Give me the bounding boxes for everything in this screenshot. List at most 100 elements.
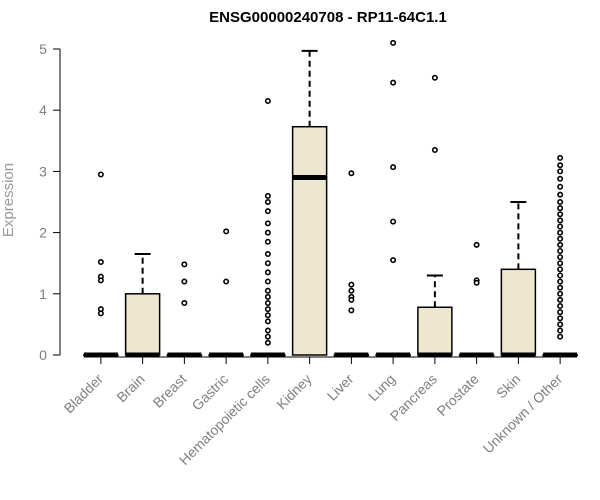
outlier-point — [557, 333, 564, 340]
outlier-point — [264, 251, 271, 258]
y-axis: 0 1 2 3 4 5 — [39, 41, 61, 363]
outlier-point — [557, 191, 564, 198]
y-tick-label: 3 — [39, 163, 47, 179]
outlier-point — [264, 98, 271, 105]
x-tick-label: Bladder — [61, 371, 107, 417]
outlier-point — [223, 278, 230, 285]
outlier-point — [557, 199, 564, 206]
outlier-point — [97, 171, 104, 178]
outlier-point — [181, 278, 188, 285]
box-brain — [124, 253, 161, 358]
x-tick-label: Brain — [113, 371, 147, 405]
outlier-point — [348, 307, 355, 314]
outlier-point — [557, 183, 564, 190]
outlier-point — [264, 333, 271, 340]
x-tick-label: Breast — [150, 371, 190, 411]
x-tick-label: Skin — [493, 371, 524, 402]
outlier-point — [557, 284, 564, 291]
outlier-point — [264, 192, 271, 199]
outlier-point — [557, 241, 564, 248]
outlier-point — [181, 261, 188, 268]
outlier-point — [264, 229, 271, 236]
outlier-point — [473, 241, 480, 248]
outlier-point — [264, 327, 271, 334]
outlier-point — [557, 260, 564, 267]
outlier-point — [557, 290, 564, 297]
y-tick-label: 1 — [39, 286, 47, 302]
outlier-point — [264, 278, 271, 285]
x-tick-label: Lung — [365, 371, 398, 404]
outlier-point — [223, 228, 230, 235]
outlier-point — [557, 315, 564, 322]
box-rect — [500, 268, 537, 356]
outlier-point — [557, 235, 564, 242]
outlier-point — [264, 269, 271, 276]
outlier-point — [557, 229, 564, 236]
x-tick-label: Kidney — [273, 371, 315, 413]
outlier-point — [473, 279, 480, 286]
outlier-point — [264, 299, 271, 306]
outlier-point — [431, 74, 438, 81]
outlier-point — [264, 306, 271, 313]
box-skin — [500, 201, 537, 358]
outlier-point — [181, 299, 188, 306]
box-rect — [291, 125, 328, 356]
box-unknown-other — [542, 154, 578, 358]
chart-title: ENSG00000240708 - RP11-64C1.1 — [209, 9, 447, 26]
outlier-point — [557, 162, 564, 169]
outlier-point — [264, 339, 271, 346]
outlier-point — [557, 278, 564, 285]
y-tick-label: 4 — [39, 102, 47, 118]
outlier-point — [348, 296, 355, 303]
box-rect — [417, 306, 453, 356]
box-hematopoietic-cells — [250, 98, 286, 358]
outlier-point — [390, 164, 397, 171]
box-lung — [375, 39, 411, 358]
outlier-point — [97, 258, 104, 265]
outlier-point — [348, 287, 355, 294]
outlier-point — [390, 79, 397, 86]
outlier-point — [557, 272, 564, 279]
box-prostate — [458, 241, 495, 358]
outlier-point — [557, 205, 564, 212]
box-bladder — [83, 171, 119, 358]
box-breast — [166, 261, 203, 358]
outlier-point — [557, 309, 564, 316]
y-tick-label: 5 — [39, 41, 47, 57]
y-axis-label: Expression — [0, 163, 17, 237]
outlier-point — [348, 281, 355, 288]
box-liver — [333, 170, 370, 358]
outlier-point — [264, 287, 271, 294]
outlier-point — [557, 254, 564, 261]
outlier-point — [264, 238, 271, 245]
outlier-point — [264, 312, 271, 319]
outlier-point — [264, 208, 271, 215]
outlier-point — [264, 199, 271, 206]
outlier-point — [557, 266, 564, 273]
outlier-point — [390, 257, 397, 264]
box-pancreas — [417, 74, 453, 358]
outlier-point — [264, 220, 271, 227]
outlier-point — [557, 223, 564, 230]
outlier-point — [97, 310, 104, 317]
outlier-point — [557, 211, 564, 218]
outlier-point — [431, 146, 438, 153]
box-kidney — [291, 49, 328, 356]
outlier-point — [557, 296, 564, 303]
outlier-point — [264, 293, 271, 300]
outlier-point — [348, 170, 355, 177]
box-rect — [124, 293, 161, 356]
x-tick-label: Liver — [324, 371, 357, 404]
outlier-point — [557, 247, 564, 254]
outlier-point — [557, 303, 564, 310]
boxes-group — [83, 39, 578, 358]
outlier-point — [557, 217, 564, 224]
outlier-point — [557, 321, 564, 328]
y-tick-label: 0 — [39, 347, 47, 363]
x-tick-label: Prostate — [434, 371, 482, 419]
outlier-point — [97, 277, 104, 284]
outlier-point — [557, 154, 564, 161]
outlier-point — [557, 168, 564, 175]
